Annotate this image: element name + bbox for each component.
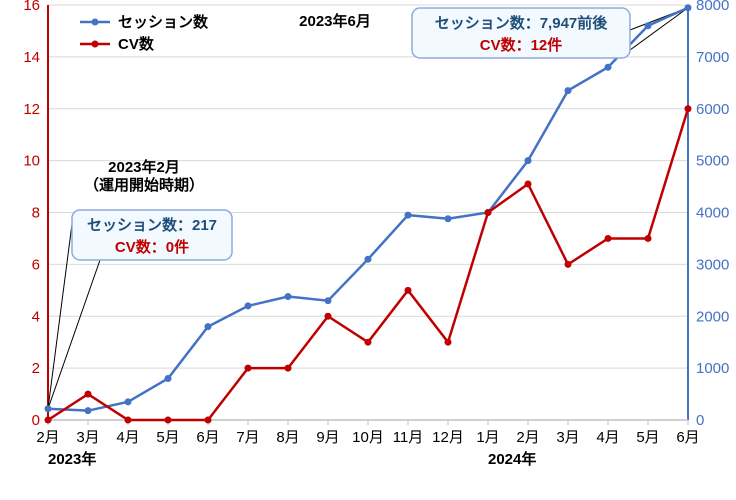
y-left-tick-label: 2: [32, 360, 40, 377]
series-marker: [525, 180, 532, 187]
series-marker: [45, 405, 52, 412]
y-left-tick-label: 8: [32, 205, 40, 222]
x-tick-label: 5月: [156, 429, 179, 446]
series-marker: [285, 365, 292, 372]
x-tick-label: 4月: [596, 429, 619, 446]
x-tick-label: 5月: [636, 429, 659, 446]
x-tick-label: 1月: [476, 429, 499, 446]
x-tick-label: 2月: [516, 429, 539, 446]
series-marker: [565, 261, 572, 268]
x-tick-label: 4月: [116, 429, 139, 446]
chart-svg: 0 2 4 6 8 10 12 14 16 0 1000 2000 3000 4000 5000 6000 70…: [0, 0, 736, 500]
x-tick-label: 6月: [196, 429, 219, 446]
series-marker: [285, 293, 292, 300]
x-tick-label: 2月: [36, 429, 59, 446]
series-marker: [205, 417, 212, 424]
series-marker: [125, 417, 132, 424]
series-marker: [325, 313, 332, 320]
legend-label: セッション数: [118, 13, 209, 31]
series-marker: [365, 339, 372, 346]
x-tick-label: 9月: [316, 429, 339, 446]
dual-axis-line-chart: 0 2 4 6 8 10 12 14 16 0 1000 2000 3000 4000 5000 6000 70…: [0, 0, 736, 500]
y-left-tick-label: 4: [32, 308, 40, 325]
series-marker: [165, 417, 172, 424]
x-tick-label: 12月: [432, 429, 464, 446]
y-right-tick-label: 2000: [696, 308, 729, 325]
annotation-line: セッション数：7,947前後: [435, 14, 609, 32]
annotation-line: セッション数：217: [87, 216, 217, 234]
series-marker: [205, 323, 212, 330]
y-left-tick-label: 10: [23, 153, 40, 170]
series-marker: [245, 302, 252, 309]
series-marker: [685, 4, 692, 11]
annotation-line: CV数：12件: [480, 36, 563, 54]
series-marker: [405, 212, 412, 219]
annotation-line: CV数：0件: [115, 238, 189, 256]
series-marker: [325, 297, 332, 304]
series-marker: [645, 22, 652, 29]
y-right-tick-label: 3000: [696, 256, 729, 273]
y-left-tick-label: 0: [32, 412, 40, 429]
x-tick-label: 3月: [556, 429, 579, 446]
series-marker: [85, 407, 92, 414]
series-marker: [645, 235, 652, 242]
y-left-tick-label: 14: [23, 49, 40, 66]
x-tick-label: 10月: [352, 429, 384, 446]
y-right-tick-label: 6000: [696, 101, 729, 118]
series-marker: [685, 105, 692, 112]
x-tick-label: 6月: [676, 429, 699, 446]
series-marker: [605, 235, 612, 242]
series-marker: [125, 398, 132, 405]
annotation-title: 2023年2月: [108, 158, 180, 176]
x-year-label: 2023年: [48, 450, 96, 468]
annotation-subtitle: （運用開始時期）: [84, 176, 204, 194]
series-marker: [165, 375, 172, 382]
x-tick-label: 3月: [76, 429, 99, 446]
series-marker: [605, 64, 612, 71]
legend-label: CV数: [118, 35, 155, 53]
x-tick-label: 11月: [393, 429, 424, 446]
x-tick-label: 7月: [236, 429, 259, 446]
y-right-tick-label: 0: [696, 412, 704, 429]
series-marker: [405, 287, 412, 294]
series-marker: [525, 157, 532, 164]
y-left-tick-label: 6: [32, 256, 40, 273]
y-right-tick-label: 4000: [696, 205, 729, 222]
series-marker: [365, 256, 372, 263]
annotation-title: 2023年6月: [299, 12, 371, 30]
y-right-tick-label: 5000: [696, 153, 729, 170]
series-marker: [245, 365, 252, 372]
series-marker: [565, 87, 572, 94]
series-marker: [485, 209, 492, 216]
y-left-tick-label: 16: [23, 0, 40, 14]
series-marker: [445, 339, 452, 346]
series-marker: [85, 391, 92, 398]
x-tick-label: 8月: [276, 429, 299, 446]
y-right-tick-label: 1000: [696, 360, 729, 377]
series-marker: [445, 215, 452, 222]
series-marker: [45, 417, 52, 424]
y-right-tick-label: 8000: [696, 0, 729, 14]
y-left-tick-label: 12: [23, 101, 40, 118]
y-right-tick-label: 7000: [696, 49, 729, 66]
x-year-label: 2024年: [488, 450, 536, 468]
